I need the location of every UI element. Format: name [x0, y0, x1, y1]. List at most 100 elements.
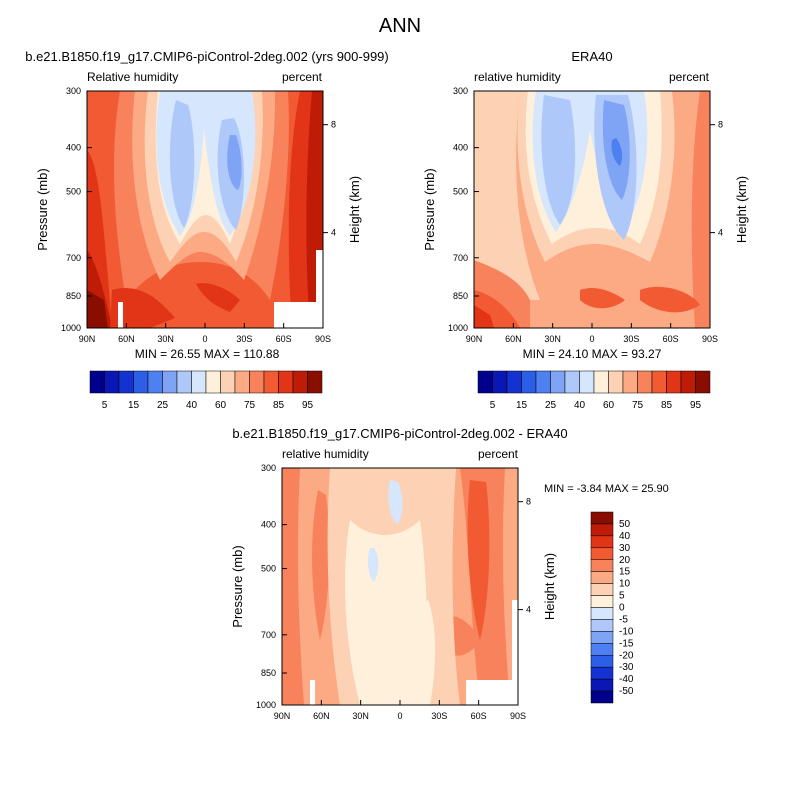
colorbar-swatch: [249, 370, 265, 394]
lat-tick-label: 30N: [544, 334, 561, 344]
colorbar-swatch: [118, 370, 134, 394]
colorbar-label: 60: [603, 400, 615, 411]
diff-colorbar-swatch: [590, 595, 614, 608]
diff-colorbar-label: -30: [619, 662, 634, 673]
pressure-tick-label: 400: [453, 143, 468, 153]
lat-tick-label: 0: [589, 334, 594, 344]
panel-model-title: b.e21.B1850.f19_g17.CMIP6-piControl-2deg…: [25, 49, 389, 64]
pressure-tick-label: 850: [453, 291, 468, 301]
diff-colorbar-swatch: [590, 583, 614, 596]
lat-tick-label: 60N: [118, 334, 135, 344]
colorbar-swatch: [608, 370, 624, 394]
y-axis-title: Pressure (mb): [422, 168, 437, 250]
diff-colorbar-label: -40: [619, 674, 634, 685]
diff-colorbar-swatch: [590, 619, 614, 632]
colorbar-swatch: [205, 370, 221, 394]
pressure-tick-label: 300: [453, 86, 468, 96]
diff-colorbar-swatch: [590, 643, 614, 656]
colorbar-swatch: [637, 370, 653, 394]
pressure-tick-label: 500: [66, 187, 81, 197]
diff-colorbar-label: -20: [619, 650, 634, 661]
pressure-tick-label: 500: [261, 564, 276, 574]
colorbars: 5 15 25 40 60 75 85 95 5 15 25 40 60 75 85 955040302015…: [89, 370, 711, 704]
lat-tick-label: 90N: [274, 711, 291, 721]
colorbar-swatch: [191, 370, 207, 394]
colorbar-swatch: [651, 370, 667, 394]
pressure-tick-label: 400: [261, 520, 276, 530]
pressure-tick-label: 700: [261, 630, 276, 640]
colorbar-label: 60: [215, 400, 227, 411]
height-tick-label: 4: [331, 228, 336, 238]
diff-colorbar-swatch: [590, 690, 614, 704]
colorbar-label: 95: [302, 400, 314, 411]
lat-tick-label: 30N: [352, 711, 369, 721]
lat-tick-label: 60N: [313, 711, 330, 721]
lat-tick-label: 90N: [466, 334, 483, 344]
colorbar-swatch: [162, 370, 178, 394]
colorbar-swatch: [104, 370, 120, 394]
panel-model-left-label: Relative humidity: [87, 70, 178, 84]
y-axis-title: Pressure (mb): [230, 545, 245, 627]
panel-obs-stats: MIN = 24.10 MAX = 93.27: [523, 347, 662, 361]
diff-colorbar-label: 30: [619, 543, 631, 554]
diff-colorbar-label: 40: [619, 531, 631, 542]
diff-colorbar-label: -15: [619, 638, 634, 649]
pressure-tick-label: 850: [261, 668, 276, 678]
colorbar-swatch: [666, 370, 682, 394]
panel-model: b.e21.B1850.f19_g17.CMIP6-piControl-2deg…: [25, 49, 389, 361]
panel-diff-contours: [282, 468, 518, 705]
lat-tick-label: 30S: [431, 711, 447, 721]
colorbar-label: 95: [690, 400, 702, 411]
pressure-tick-label: 1000: [61, 323, 81, 333]
lat-tick-label: 90S: [702, 334, 718, 344]
diff-colorbar-label: 15: [619, 567, 631, 578]
height-tick-label: 8: [718, 120, 723, 130]
diff-colorbar-swatch: [590, 511, 614, 525]
lat-tick-label: 30S: [236, 334, 252, 344]
colorbar-label: 85: [273, 400, 285, 411]
colorbar-swatch: [550, 370, 566, 394]
lat-tick-label: 60S: [471, 711, 487, 721]
colorbar-swatch: [535, 370, 551, 394]
panel-obs-contours: [474, 91, 710, 328]
colorbar-swatch: [292, 370, 308, 394]
colorbar-swatch: [133, 370, 149, 394]
panel-obs-title: ERA40: [571, 49, 612, 64]
colorbar-swatch: [477, 370, 493, 394]
colorbar-label: 75: [244, 400, 256, 411]
diff-colorbar-swatch: [590, 655, 614, 668]
diff-colorbar-swatch: [590, 678, 614, 692]
height-tick-label: 8: [526, 497, 531, 507]
diff-colorbar-swatch: [590, 547, 614, 560]
diff-colorbar-swatch: [590, 559, 614, 572]
lat-tick-label: 0: [397, 711, 402, 721]
diff-colorbar-swatch: [590, 571, 614, 584]
diff-colorbar-label: 20: [619, 555, 631, 566]
pressure-tick-label: 700: [453, 253, 468, 263]
panel-model-contours: [87, 91, 323, 328]
colorbar-swatch: [220, 370, 236, 394]
colorbar-swatch: [147, 370, 163, 394]
pressure-tick-label: 300: [261, 463, 276, 473]
panel-diff-right-label: percent: [478, 447, 519, 461]
diff-colorbar-swatch: [590, 631, 614, 644]
colorbar-label: 85: [661, 400, 673, 411]
pressure-tick-label: 850: [66, 291, 81, 301]
pressure-tick-label: 1000: [448, 323, 468, 333]
lat-tick-label: 60S: [276, 334, 292, 344]
diff-colorbar-label: 50: [619, 519, 631, 530]
figure-title: ANN: [379, 15, 421, 37]
colorbar-swatch: [492, 370, 508, 394]
colorbar-swatch: [579, 370, 595, 394]
colorbar-label: 5: [490, 400, 496, 411]
colorbar-label: 75: [632, 400, 644, 411]
colorbar-swatch: [564, 370, 580, 394]
colorbar-swatch: [263, 370, 279, 394]
diff-colorbar-swatch: [590, 523, 614, 537]
colorbar-swatch: [89, 370, 105, 394]
panel-model-right-label: percent: [282, 70, 323, 84]
panel-diff-stats: MIN = -3.84 MAX = 25.90: [544, 483, 669, 495]
diff-colorbar-label: -5: [619, 614, 628, 625]
diff-colorbar-swatch: [590, 535, 614, 549]
